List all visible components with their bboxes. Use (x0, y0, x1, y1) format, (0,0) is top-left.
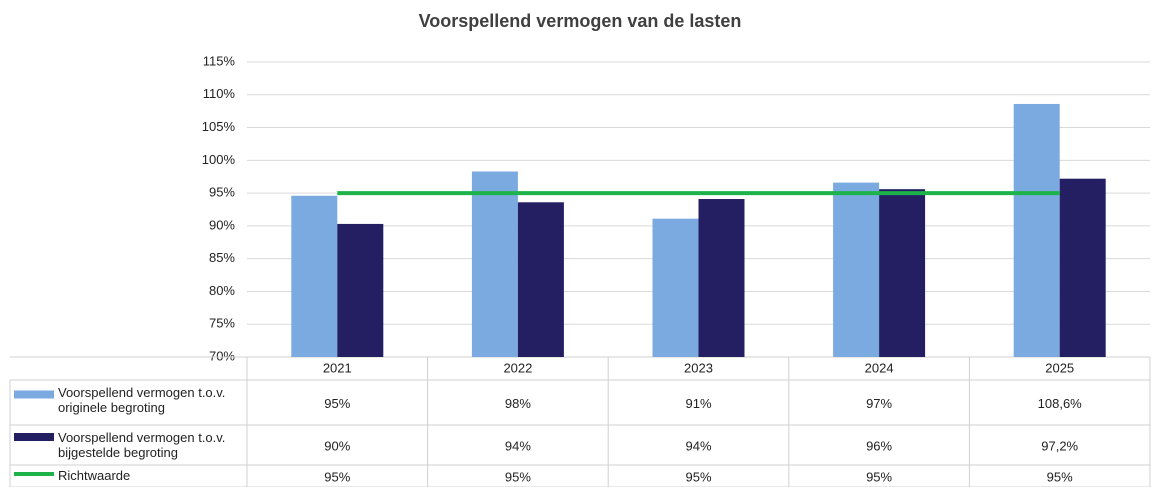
x-tick-label: 2024 (865, 360, 894, 375)
bar (698, 199, 745, 357)
legend-label: Voorspellend vermogen t.o.v. bijgestelde… (58, 430, 226, 460)
legend-label: Voorspellend vermogen t.o.v. originele b… (58, 385, 226, 415)
table-value: 98% (505, 396, 531, 411)
y-tick-label: 85% (209, 250, 235, 265)
bar (833, 182, 880, 357)
table-value: 94% (685, 438, 711, 453)
y-tick-label: 80% (209, 283, 235, 298)
bar (652, 218, 699, 357)
bar (1013, 103, 1060, 357)
y-tick-label: 70% (209, 348, 235, 363)
legend-label: Richtwaarde (58, 468, 131, 483)
table-value: 97,2% (1041, 438, 1078, 453)
table-value: 90% (324, 438, 350, 453)
legend-swatch (14, 433, 54, 441)
table-value: 95% (866, 469, 892, 484)
bar (879, 189, 926, 357)
table-value: 95% (324, 469, 350, 484)
table-value: 97% (866, 396, 892, 411)
table-value: 95% (505, 469, 531, 484)
y-tick-label: 90% (209, 217, 235, 232)
y-tick-label: 105% (202, 119, 236, 134)
table-value: 95% (1047, 469, 1073, 484)
table-value: 95% (685, 469, 711, 484)
table-value: 91% (685, 396, 711, 411)
bar (337, 223, 384, 357)
x-tick-label: 2022 (503, 360, 532, 375)
bar (471, 171, 518, 357)
bar (291, 195, 338, 357)
y-tick-label: 75% (209, 316, 235, 331)
bar (517, 202, 564, 357)
table-value: 96% (866, 438, 892, 453)
y-tick-label: 95% (209, 185, 235, 200)
x-tick-label: 2023 (684, 360, 713, 375)
chart-title: Voorspellend vermogen van de lasten (419, 11, 742, 31)
x-tick-label: 2021 (323, 360, 352, 375)
table-value: 108,6% (1038, 396, 1083, 411)
y-tick-label: 110% (203, 86, 236, 101)
x-tick-label: 2025 (1045, 360, 1074, 375)
y-tick-label: 100% (202, 152, 236, 167)
table-value: 95% (324, 396, 350, 411)
table-value: 94% (505, 438, 531, 453)
legend-swatch (14, 390, 54, 399)
bar (1059, 178, 1106, 357)
y-tick-label: 115% (203, 53, 236, 68)
